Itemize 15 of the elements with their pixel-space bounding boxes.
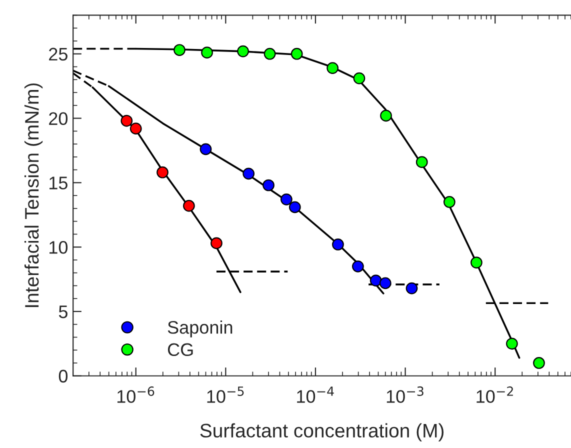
legend-label: CG	[168, 343, 193, 356]
x-tick-label: 10$^{−3}$	[386, 386, 424, 403]
y-tick-label: 20	[49, 112, 68, 125]
y-tick-label: 10	[50, 241, 68, 254]
x-axis-title: Surfactant concentration (M)	[200, 423, 444, 442]
y-tick-label: 25	[49, 48, 68, 61]
x-tick-label: 10$^{−6}$	[117, 386, 154, 403]
y-tick-label: 0	[58, 370, 68, 383]
y-tick-label: 15	[50, 176, 68, 190]
y-axis-title: Interfacial Tension (mN/m)	[24, 83, 43, 308]
x-tick-label: 10$^{−5}$	[207, 386, 244, 403]
y-tick-label: 5	[58, 306, 68, 318]
x-tick-label: 10$^{−2}$	[476, 386, 513, 403]
legend-label: Saponin	[168, 320, 232, 338]
x-tick-label: 10$^{−4}$	[297, 386, 334, 403]
